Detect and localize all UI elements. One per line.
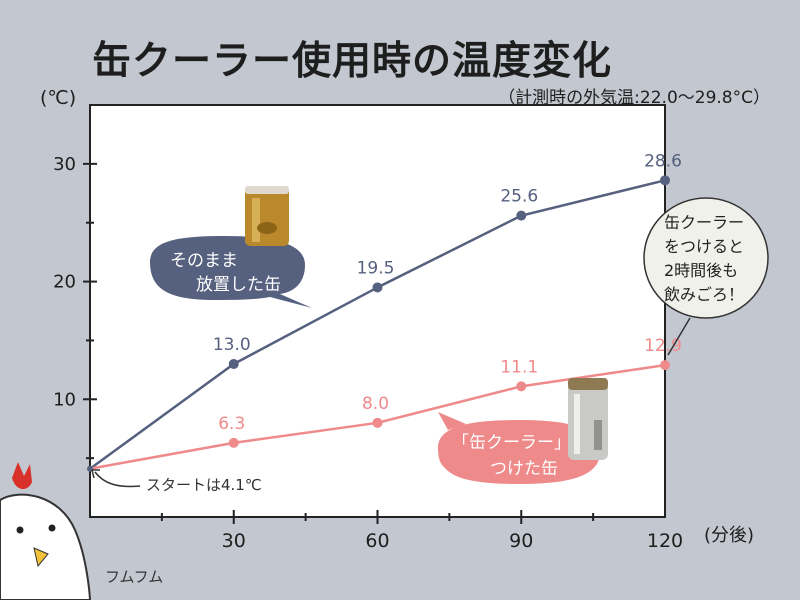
callout-line1: 缶クーラー	[664, 213, 744, 232]
x-axis-unit: (分後)	[704, 525, 755, 546]
data-point-s0-3	[516, 210, 527, 221]
data-label-s0-1: 13.0	[213, 335, 251, 355]
data-point-s0-4	[660, 175, 670, 186]
data-point-s1-2	[372, 417, 383, 428]
data-label-s1-4: 12.9	[644, 336, 682, 356]
y-tick-label: 10	[53, 389, 76, 410]
bubble-cooler-can: 「缶クーラー」を つけた缶	[438, 412, 600, 484]
data-label-s1-3: 11.1	[500, 357, 538, 377]
cooler-can-image	[568, 378, 608, 460]
data-point-s1-1	[228, 437, 239, 448]
data-label-s0-3: 25.6	[500, 187, 538, 207]
x-tick-label: 30	[222, 530, 246, 552]
bubble-plain-line1: そのまま	[170, 251, 238, 271]
data-label-s1-2: 8.0	[362, 394, 389, 414]
callout-line3: 2時間後も	[664, 261, 738, 280]
series-points	[87, 175, 670, 472]
y-axis-unit: (℃)	[40, 87, 77, 109]
bubble-plain-can: そのまま 放置した缶	[150, 236, 312, 308]
chart-title: 缶クーラー使用時の温度変化	[92, 39, 613, 84]
mascot-text: フムフム	[105, 568, 163, 586]
x-tick-label: 120	[647, 530, 683, 552]
data-labels: 13.0 19.5 25.6 28.6 6.3 8.0 11.1 12.9	[213, 151, 682, 434]
chart-subtitle: （計測時の外気温:22.0〜29.8°C）	[498, 88, 770, 108]
x-tick-label: 90	[509, 530, 533, 552]
gold-can-image	[245, 186, 289, 246]
data-point-s1-4	[660, 360, 670, 371]
data-point-s0-2	[372, 282, 383, 293]
data-label-s1-1: 6.3	[218, 414, 245, 434]
callout-line2: をつけると	[664, 237, 744, 256]
y-tick-label: 20	[53, 272, 76, 293]
bubble-cooler-line2: つけた缶	[490, 459, 558, 479]
start-note: スタートは4.1℃	[91, 469, 262, 494]
chicken-mascot-icon	[0, 462, 92, 600]
y-tick-label: 30	[53, 154, 76, 175]
data-point-s1-3	[516, 381, 527, 392]
x-tick-label: 60	[365, 530, 389, 552]
data-label-s0-4: 28.6	[644, 151, 682, 171]
axis-ticks	[83, 162, 595, 524]
data-label-s0-2: 19.5	[357, 258, 395, 278]
callout-line4: 飲みごろ！	[664, 285, 744, 304]
callout-cooler-effect: 缶クーラー をつけると 2時間後も 飲みごろ！	[643, 197, 769, 356]
data-point-s0-1	[228, 358, 239, 369]
bubble-cooler-line1: 「缶クーラー」を	[452, 433, 588, 453]
start-note-text: スタートは4.1℃	[146, 476, 262, 494]
tick-labels: 10 20 30 30 60 90 120	[53, 154, 683, 552]
bubble-plain-line2: 放置した缶	[196, 275, 281, 295]
